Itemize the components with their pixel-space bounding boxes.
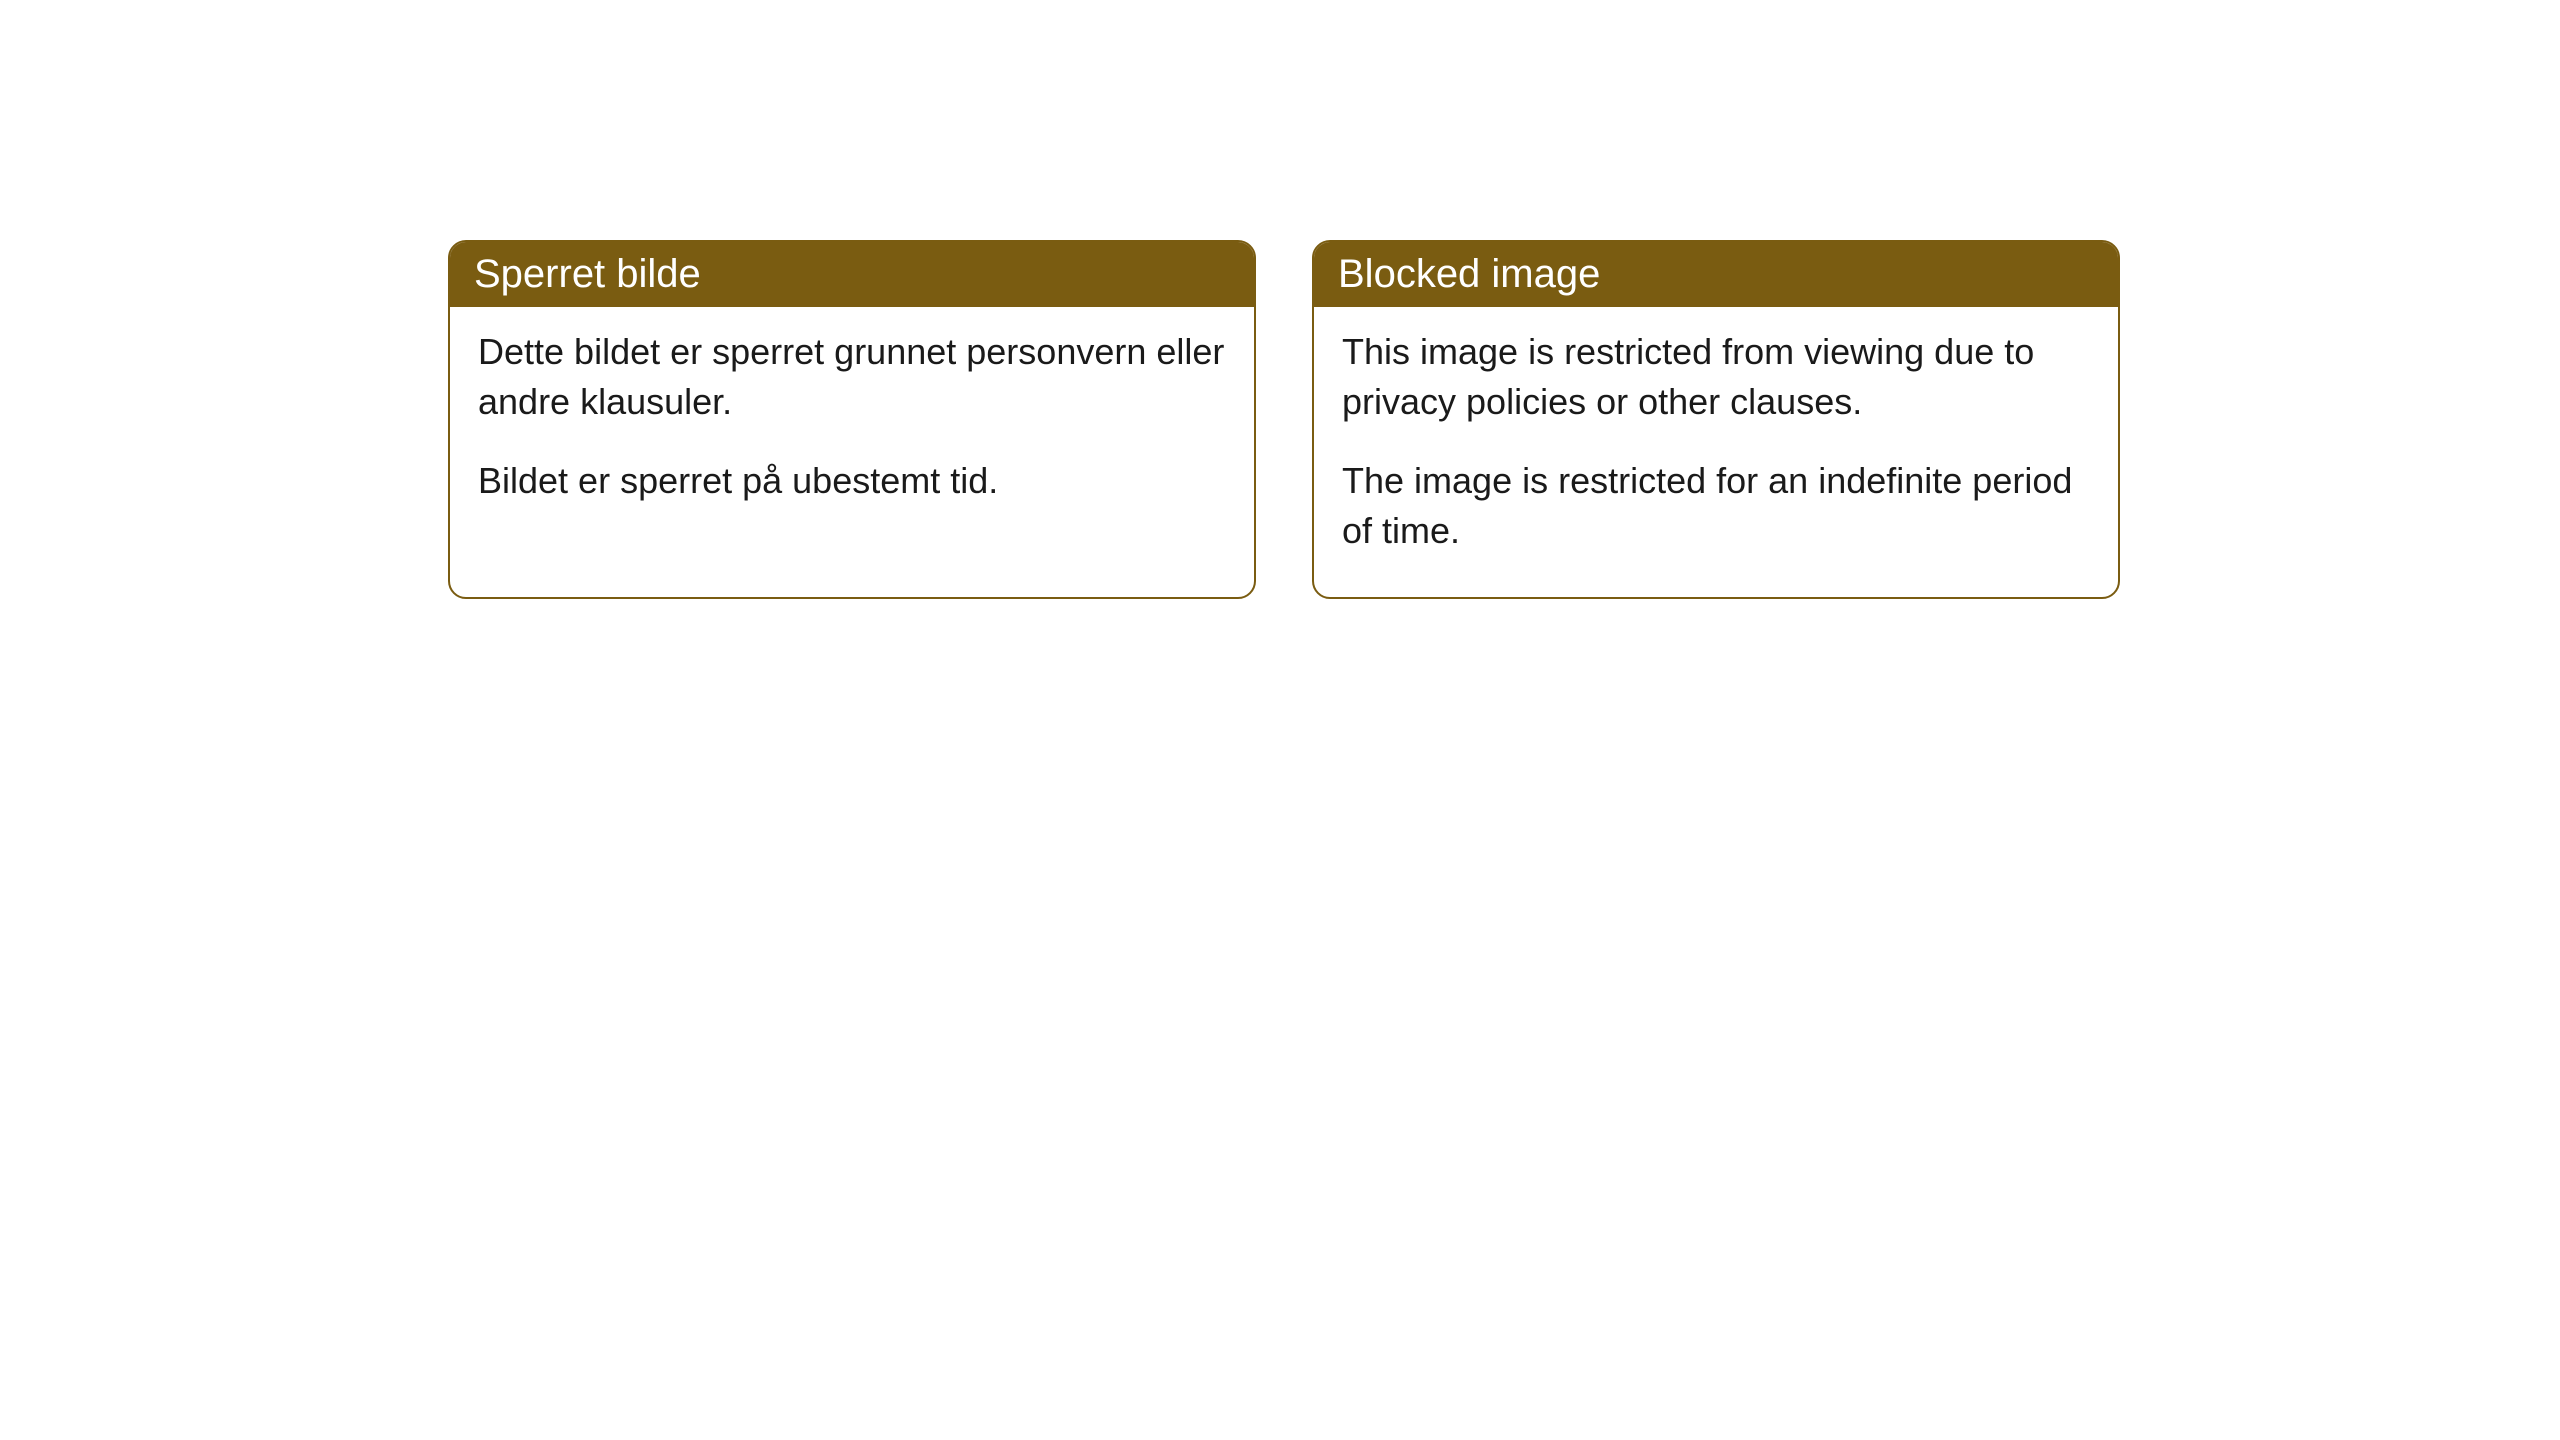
notice-cards-container: Sperret bilde Dette bildet er sperret gr… (448, 240, 2120, 599)
card-header-no: Sperret bilde (450, 242, 1254, 307)
card-body-no: Dette bildet er sperret grunnet personve… (450, 307, 1254, 546)
card-paragraph-en-1: This image is restricted from viewing du… (1342, 327, 2090, 428)
card-title-no: Sperret bilde (474, 252, 701, 296)
card-body-en: This image is restricted from viewing du… (1314, 307, 2118, 597)
card-paragraph-no-1: Dette bildet er sperret grunnet personve… (478, 327, 1226, 428)
card-title-en: Blocked image (1338, 252, 1600, 296)
card-paragraph-no-2: Bildet er sperret på ubestemt tid. (478, 456, 1226, 506)
card-header-en: Blocked image (1314, 242, 2118, 307)
card-paragraph-en-2: The image is restricted for an indefinit… (1342, 456, 2090, 557)
blocked-image-card-no: Sperret bilde Dette bildet er sperret gr… (448, 240, 1256, 599)
blocked-image-card-en: Blocked image This image is restricted f… (1312, 240, 2120, 599)
